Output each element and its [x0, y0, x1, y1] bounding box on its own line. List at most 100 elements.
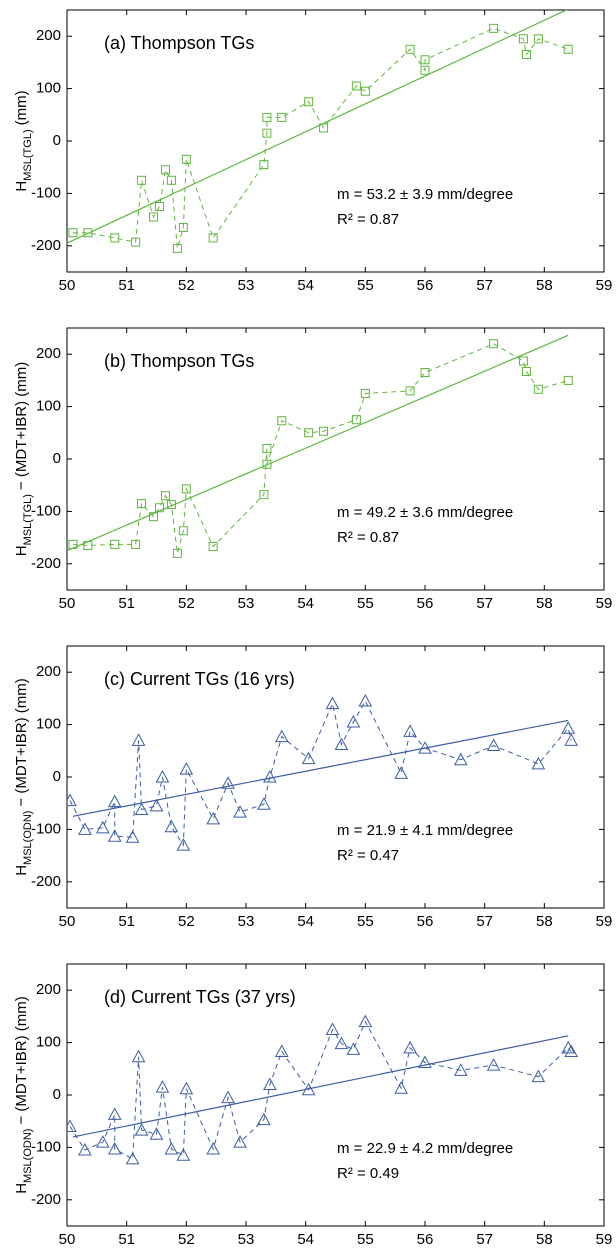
y-tick-label: -200 [31, 555, 61, 572]
y-tick-label: 200 [36, 981, 61, 998]
marker [420, 65, 430, 75]
panel-title: (b) Thompson TGs [104, 351, 254, 371]
marker [263, 769, 277, 783]
marker [164, 1141, 179, 1155]
x-tick-label: 54 [297, 1231, 314, 1248]
marker [149, 212, 159, 222]
panel-title: (d) Current TGs (37 yrs) [104, 987, 296, 1007]
y-axis-label: HMSL(ODN) − (MDT+IBR) (mm) [13, 996, 34, 1194]
marker [208, 542, 218, 552]
marker [83, 228, 93, 238]
annotation: m = 22.9 ± 4.2 mm/degree [337, 1140, 513, 1157]
marker [206, 1141, 221, 1155]
y-tick-label: -100 [31, 820, 61, 837]
marker [453, 1063, 468, 1076]
marker [325, 1022, 340, 1035]
x-tick-label: 59 [596, 595, 613, 612]
marker [486, 1058, 501, 1071]
marker [155, 1080, 170, 1093]
marker [154, 503, 164, 513]
y-label-rest: − (MDT+IBR) (mm) [13, 678, 30, 806]
marker [533, 384, 543, 394]
marker [176, 838, 191, 851]
x-tick-label: 56 [417, 913, 434, 930]
y-label-rest: − (MDT+IBR) (mm) [13, 996, 30, 1124]
marker [78, 822, 92, 835]
y-tick-label: 100 [36, 716, 61, 733]
marker [563, 375, 573, 385]
annotation: m = 49.2 ± 3.6 mm/degree [337, 504, 513, 521]
y-tick-label: 200 [36, 345, 61, 362]
marker [221, 1090, 235, 1104]
panel-title: (c) Current TGs (16 yrs) [104, 669, 295, 689]
marker [131, 1049, 146, 1063]
y-tick-label: -100 [31, 184, 61, 201]
marker [259, 490, 269, 500]
x-tick-label: 53 [238, 595, 255, 612]
marker [154, 202, 164, 211]
x-tick-label: 58 [536, 277, 553, 294]
y-axis-label: HMSL(TGL) (mm) [13, 90, 34, 191]
marker [95, 1135, 110, 1148]
marker [107, 1107, 122, 1120]
marker [107, 1141, 122, 1155]
x-tick-label: 58 [536, 1231, 553, 1248]
marker [107, 794, 122, 808]
x-tick-label: 52 [178, 1231, 195, 1248]
y-tick-label: 0 [53, 1086, 61, 1103]
x-tick-label: 56 [417, 277, 434, 294]
annotation: m = 53.2 ± 3.9 mm/degree [337, 186, 513, 203]
y-label-rest: (mm) [13, 90, 30, 125]
annotation: R² = 0.49 [337, 1165, 399, 1182]
marker [304, 428, 314, 438]
marker [561, 721, 576, 734]
y-label-sub: MSL(ODN) [22, 1129, 34, 1183]
plot-area [67, 334, 573, 558]
marker [179, 1081, 194, 1095]
marker [178, 222, 188, 232]
marker [68, 539, 78, 549]
marker [334, 1036, 349, 1050]
marker [420, 368, 430, 378]
y-tick-label: 200 [36, 663, 61, 680]
x-tick-label: 51 [118, 1231, 135, 1248]
marker [134, 1123, 149, 1136]
marker [149, 798, 164, 812]
marker [131, 733, 146, 746]
y-tick-label: 200 [36, 27, 61, 44]
y-tick-label: -200 [31, 1191, 61, 1208]
x-tick-label: 51 [118, 277, 135, 294]
marker [274, 729, 289, 743]
marker [221, 776, 235, 789]
marker [304, 97, 314, 107]
marker [346, 1042, 361, 1055]
marker [172, 243, 182, 253]
marker [518, 356, 528, 366]
y-label-main: H [13, 545, 30, 556]
y-tick-label: 0 [53, 450, 61, 467]
marker [259, 160, 269, 170]
marker [405, 386, 415, 396]
marker [178, 526, 188, 536]
marker [274, 1044, 289, 1058]
x-tick-label: 55 [357, 913, 374, 930]
x-tick-label: 59 [596, 913, 613, 930]
marker [125, 830, 140, 843]
marker [360, 389, 370, 398]
marker [181, 484, 191, 494]
marker [107, 829, 122, 842]
marker [420, 55, 430, 65]
annotation: m = 21.9 ± 4.1 mm/degree [337, 822, 513, 839]
marker [334, 737, 349, 751]
x-tick-label: 52 [178, 277, 195, 294]
marker [149, 512, 159, 522]
marker [319, 123, 329, 133]
x-tick-label: 57 [476, 277, 493, 294]
marker [346, 714, 361, 728]
x-tick-label: 54 [297, 913, 314, 930]
marker [262, 112, 272, 122]
marker [233, 1135, 247, 1148]
panel: 50 51 52 53 54 55 56 57 58 59 -200 -100 0 100 200 HMSL(… [13, 9, 613, 294]
annotation: R² = 0.87 [337, 211, 399, 228]
x-tick-label: 59 [596, 277, 613, 294]
